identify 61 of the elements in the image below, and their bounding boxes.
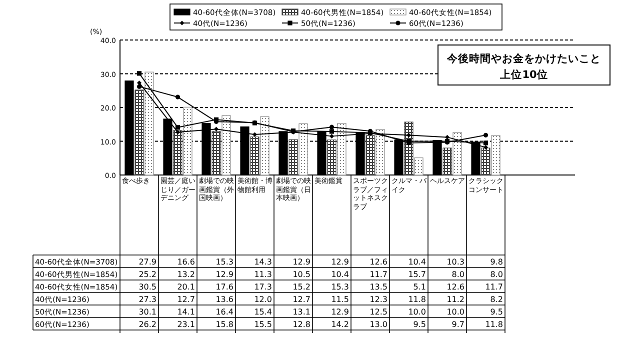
- data-label: 9.5: [490, 308, 503, 316]
- data-label: 26.2: [138, 320, 156, 329]
- data-label: 10.4: [408, 258, 426, 266]
- data-label: 11.8: [485, 320, 503, 329]
- data-label: 12.9: [331, 308, 349, 316]
- data-label: 15.5: [254, 320, 272, 329]
- data-label: 11.7: [370, 270, 388, 279]
- data-label: 5.1: [413, 282, 426, 292]
- data-label: 12.9: [216, 270, 234, 279]
- data-label: 12.6: [446, 282, 464, 292]
- data-label: 12.0: [254, 295, 272, 304]
- data-label: 13.1: [292, 308, 310, 316]
- data-label: 12.9: [292, 258, 310, 266]
- data-label: 15.2: [292, 282, 310, 292]
- data-label: 13.5: [370, 282, 388, 292]
- data-label: 14.3: [254, 258, 272, 266]
- data-label: 23.1: [177, 320, 195, 329]
- data-label: 15.4: [254, 308, 272, 316]
- data-label: 12.7: [177, 295, 195, 304]
- data-label: 27.3: [138, 295, 156, 304]
- data-label: 11.2: [446, 295, 464, 304]
- data-label: 16.6: [177, 258, 195, 266]
- data-label: 15.7: [408, 270, 426, 279]
- data-label: 11.8: [408, 295, 426, 304]
- data-label: 10.5: [292, 270, 310, 279]
- data-label: 20.1: [177, 282, 195, 292]
- data-label: 9.7: [452, 320, 464, 329]
- data-label: 12.8: [292, 320, 310, 329]
- data-label: 12.5: [370, 308, 388, 316]
- data-label: 17.3: [254, 282, 272, 292]
- data-label: 8.0: [490, 270, 503, 279]
- data-label: 12.7: [292, 295, 310, 304]
- data-label: 30.5: [138, 282, 156, 292]
- data-label: 14.1: [177, 308, 195, 316]
- data-label: 15.3: [216, 258, 234, 266]
- data-label: 15.3: [331, 282, 349, 292]
- data-label: 13.0: [370, 320, 388, 329]
- data-label: 10.0: [408, 308, 426, 316]
- data-label: 11.5: [331, 295, 349, 304]
- data-label: 17.6: [216, 282, 234, 292]
- data-label: 14.2: [331, 320, 349, 329]
- data-label: 11.7: [485, 282, 503, 292]
- data-label: 13.2: [177, 270, 195, 279]
- data-label: 15.8: [216, 320, 234, 329]
- data-label: 25.2: [138, 270, 156, 279]
- title-box: 今後時間やお金をかけたいこと 上位10位: [438, 44, 610, 86]
- data-label: 30.1: [138, 308, 156, 316]
- data-label: 12.9: [331, 258, 349, 266]
- data-label: 10.3: [446, 258, 464, 266]
- data-label: 10.4: [331, 270, 349, 279]
- data-label: 8.2: [490, 295, 503, 304]
- data-label: 9.5: [413, 320, 426, 329]
- data-label: 13.6: [216, 295, 234, 304]
- data-label: 16.4: [216, 308, 234, 316]
- data-label: 12.3: [370, 295, 388, 304]
- data-label: 12.6: [370, 258, 388, 266]
- data-label: 8.0: [452, 270, 464, 279]
- data-label: 11.3: [254, 270, 272, 279]
- data-label: 9.8: [490, 258, 503, 266]
- data-label: 10.0: [446, 308, 464, 316]
- data-label: 27.9: [138, 258, 156, 266]
